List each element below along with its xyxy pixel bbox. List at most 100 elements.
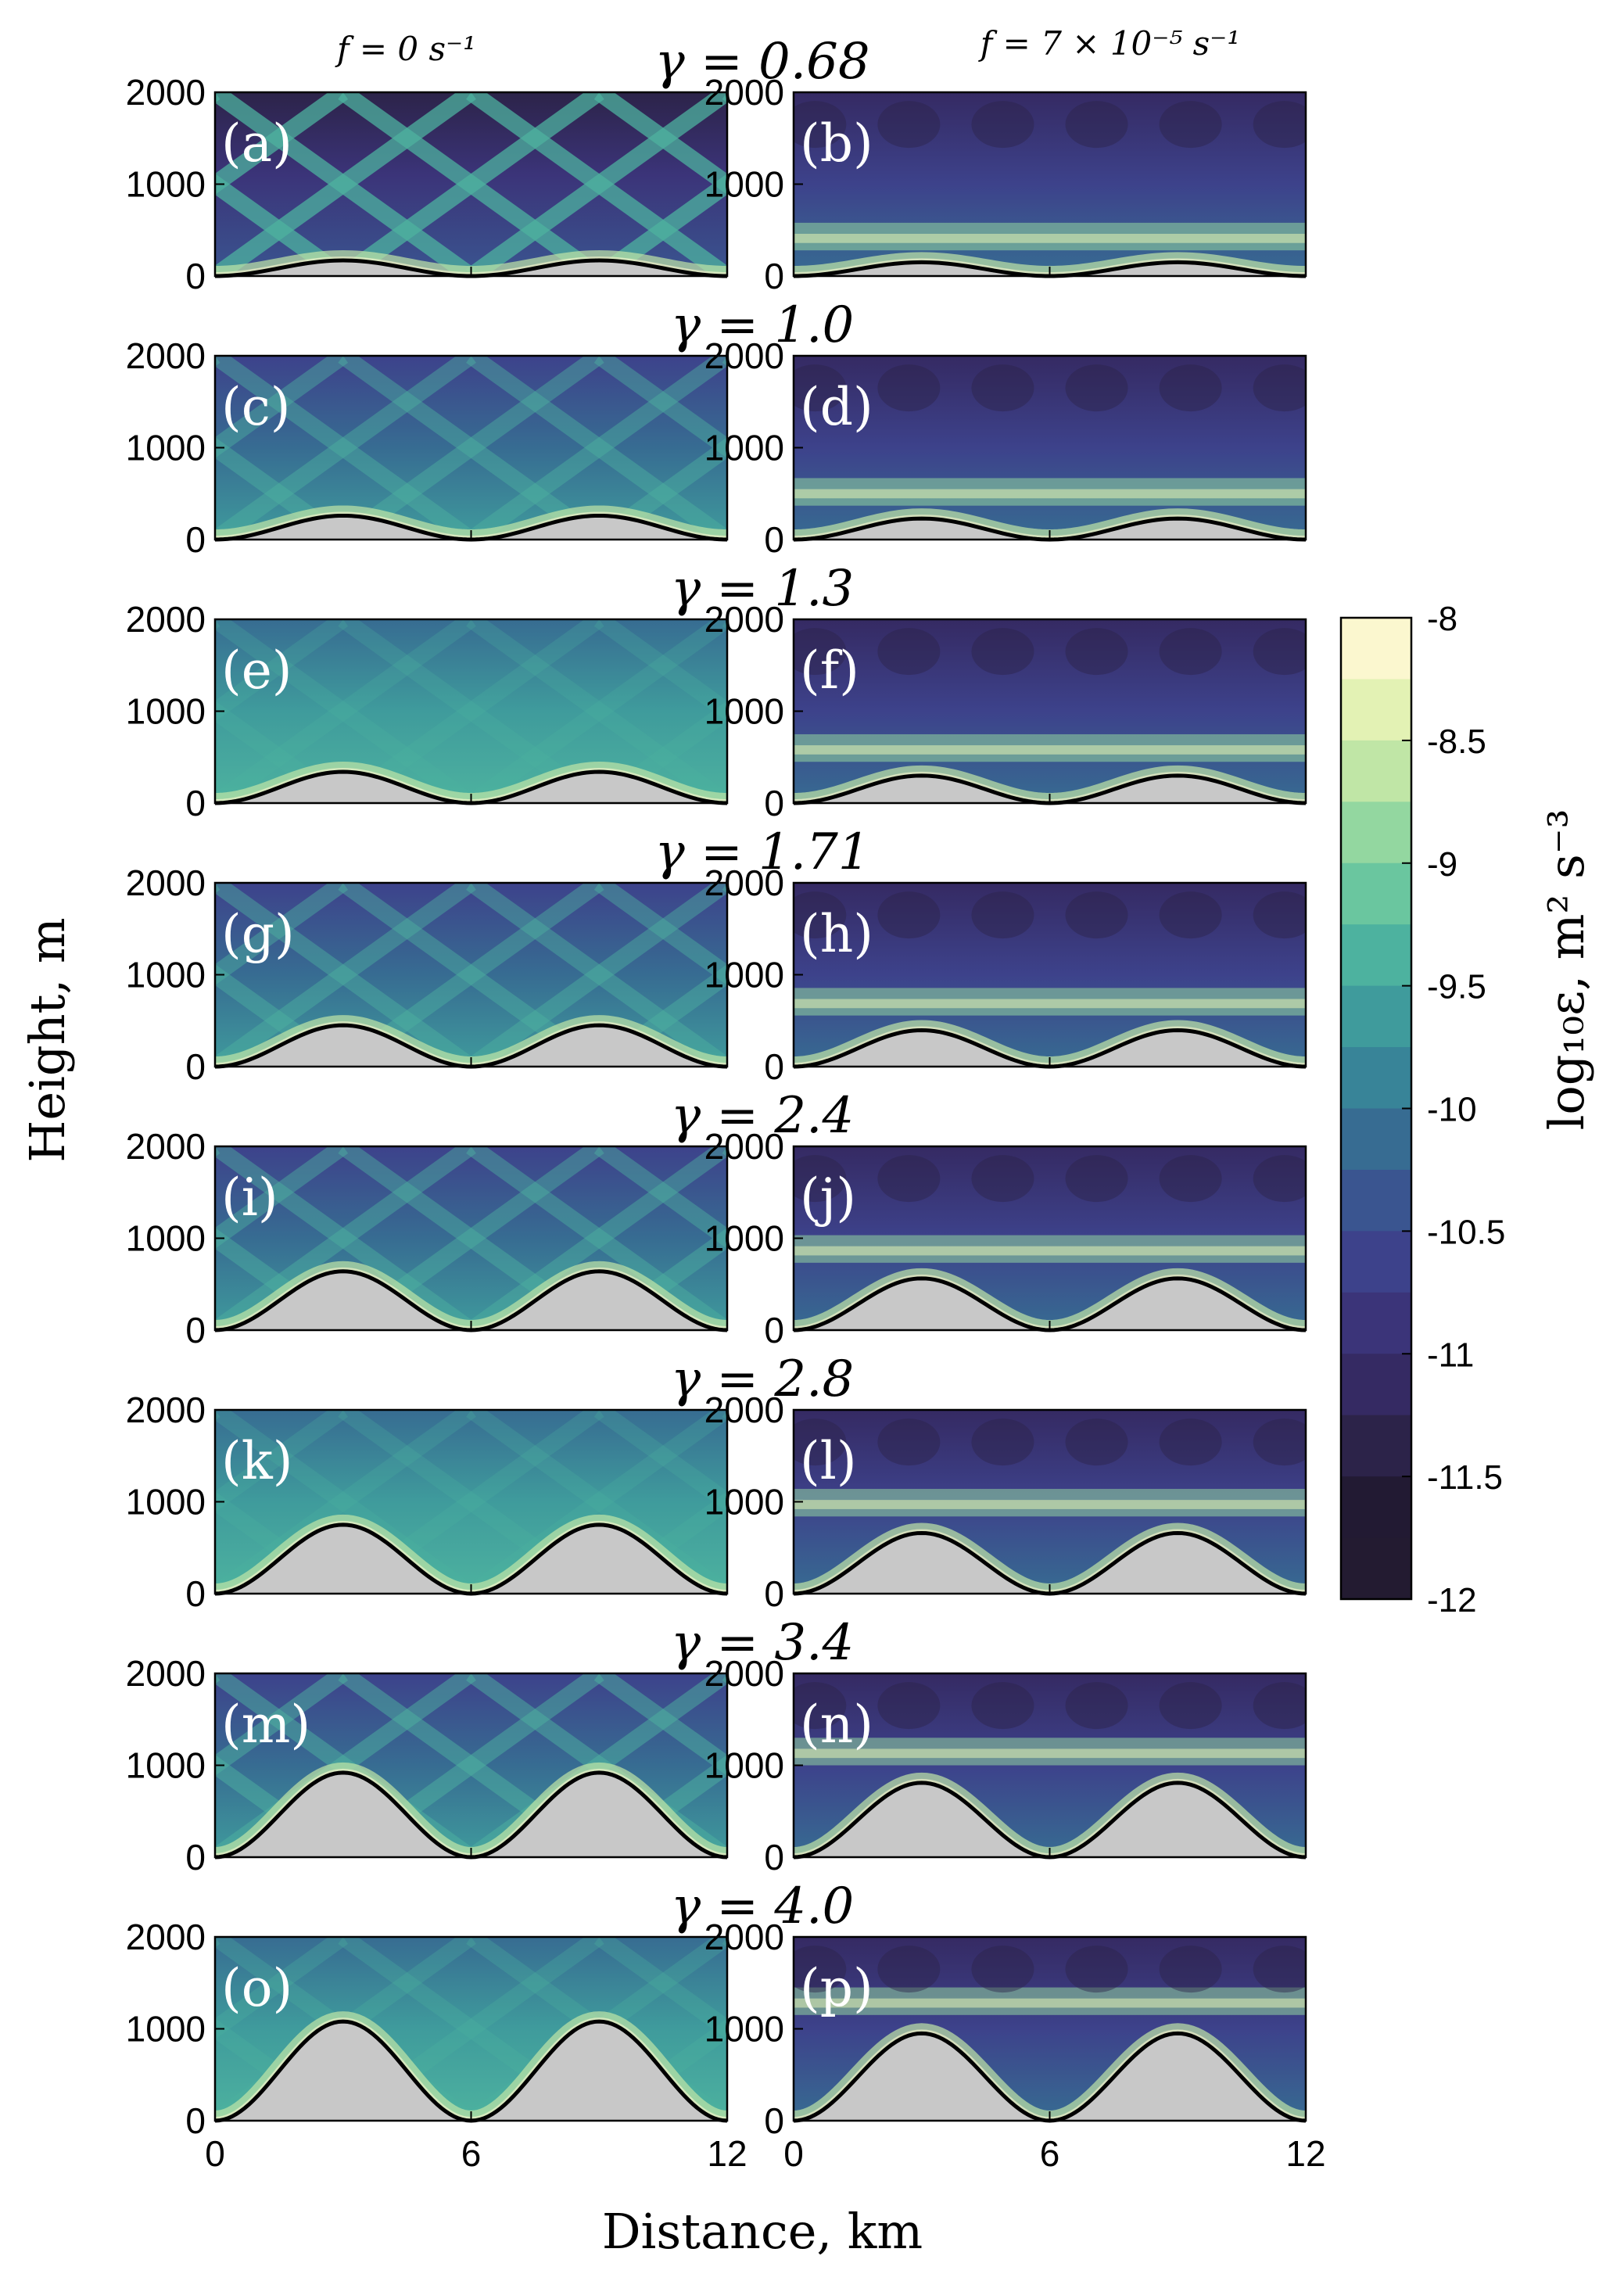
colorbar-tick-label: -11.5	[1427, 1458, 1503, 1497]
y-tick-label: 1000	[126, 164, 206, 205]
topography-fill	[794, 1278, 1306, 1330]
wave-beam	[0, 1673, 87, 1857]
panel: (g) 0 1000 2000	[126, 863, 729, 1087]
dissipation-field	[794, 92, 1306, 276]
wave-beam	[593, 92, 727, 195]
y-tick-label: 1000	[704, 1482, 784, 1522]
colorbar-swatch	[1341, 985, 1411, 1048]
topography-fill	[794, 262, 1306, 276]
y-tick-label: 0	[185, 2100, 206, 2141]
wave-beam	[593, 1937, 727, 2040]
x-tick-label: 6	[461, 2133, 482, 2174]
topography-fill	[794, 1782, 1306, 1857]
quiet-patch	[1253, 364, 1306, 412]
colorbar-tick-label: -9.5	[1427, 968, 1486, 1006]
dissipation-field	[794, 356, 1306, 540]
wave-beam	[466, 1410, 727, 1594]
y-tick-label: 0	[185, 1837, 206, 1878]
wave-beam	[215, 883, 476, 1067]
quiet-patch	[794, 628, 847, 676]
wave-beam	[215, 356, 476, 540]
gamma-label: γ = 4.0	[671, 1878, 854, 1935]
y-tick-label: 2000	[704, 863, 784, 903]
panel-label: (m)	[221, 1695, 310, 1755]
quiet-patch	[877, 364, 941, 412]
colorbar-swatch	[1341, 679, 1411, 741]
wave-beam	[466, 883, 727, 1067]
topography-fill	[215, 1772, 727, 1857]
topography-fill	[215, 1025, 727, 1067]
gamma-label: γ = 2.8	[671, 1350, 854, 1408]
quiet-patch	[971, 1418, 1034, 1466]
panel-label: (a)	[221, 113, 292, 174]
colorbar-swatch	[1341, 1415, 1411, 1477]
colorbar-swatch	[1341, 1231, 1411, 1293]
panel-label: (p)	[800, 1958, 873, 2018]
panel: (m) 0 1000 2000	[0, 1653, 729, 1878]
wave-beam	[0, 356, 87, 540]
x-tick-label: 12	[1285, 2133, 1325, 2174]
panel-label: (b)	[800, 113, 873, 174]
wave-beam	[593, 1410, 727, 1513]
y-tick-label: 1000	[126, 428, 206, 468]
y-tick-label: 1000	[126, 955, 206, 995]
quiet-patch	[1159, 1682, 1222, 1730]
y-tick-label: 1000	[704, 1218, 784, 1259]
quiet-patch	[971, 628, 1034, 676]
y-tick-label: 2000	[126, 335, 206, 376]
panel: (i) 0 1000 2000	[0, 1126, 729, 1350]
panel: (d) 0 1000 2000	[704, 335, 1307, 560]
y-tick-label: 0	[185, 783, 206, 823]
y-tick-label: 1000	[704, 428, 784, 468]
quiet-patch	[1159, 101, 1222, 149]
y-tick-label: 0	[764, 1310, 784, 1350]
quiet-patch	[877, 101, 941, 149]
panel: (f) 0 1000 2000	[704, 599, 1307, 823]
wave-beam	[0, 1410, 87, 1594]
colorbar-swatch	[1341, 1047, 1411, 1110]
y-tick-label: 0	[764, 783, 784, 823]
y-tick-label: 2000	[704, 1126, 784, 1167]
quiet-patch	[1065, 1682, 1128, 1730]
panel-label: (d)	[800, 377, 873, 437]
wave-beam	[593, 883, 727, 986]
colorbar-swatch	[1341, 1537, 1411, 1600]
wave-beam	[215, 436, 349, 540]
colorbar-swatch	[1341, 618, 1411, 680]
topography-fill	[794, 775, 1306, 803]
colorbar-tick-label: -8	[1427, 600, 1457, 638]
quiet-patch	[1065, 1946, 1128, 1993]
quiet-patch	[877, 1682, 941, 1730]
quiet-patch	[1253, 628, 1306, 676]
quiet-patch	[1253, 101, 1306, 149]
colorbar-tick-label: -11	[1427, 1336, 1474, 1374]
panel: (p) 0 1000 2000 0 6 12	[704, 1917, 1326, 2174]
wave-beam	[215, 1146, 349, 1250]
wave-beam	[0, 92, 87, 276]
panel: (h) 0 1000 2000	[704, 863, 1307, 1087]
field-background	[794, 356, 1306, 540]
quiet-patch	[794, 1418, 847, 1466]
topography-fill	[215, 2021, 727, 2121]
y-tick-label: 1000	[704, 2009, 784, 2050]
wave-beam	[466, 619, 727, 803]
y-tick-label: 1000	[126, 691, 206, 732]
quiet-patch	[877, 1155, 941, 1203]
y-tick-label: 0	[185, 256, 206, 296]
field-background	[215, 356, 727, 540]
y-tick-label: 0	[185, 1046, 206, 1087]
colorbar-label: log₁₀ε, m² s⁻³	[1538, 809, 1595, 1131]
quiet-patch	[1253, 1418, 1306, 1466]
colorbar-tick-label: -12	[1427, 1581, 1477, 1619]
y-tick-label: 1000	[126, 1218, 206, 1259]
gamma-label: γ = 1.71	[654, 823, 869, 881]
y-tick-label: 1000	[126, 1482, 206, 1522]
wave-beam	[215, 883, 349, 986]
wave-beam	[466, 883, 727, 1067]
panel: (e) 0 1000 2000	[126, 599, 729, 823]
quiet-patch	[794, 364, 847, 412]
wave-beam	[0, 1146, 87, 1330]
wave-beam	[0, 92, 87, 276]
wave-beam	[593, 173, 727, 276]
wave-beam	[215, 619, 349, 723]
